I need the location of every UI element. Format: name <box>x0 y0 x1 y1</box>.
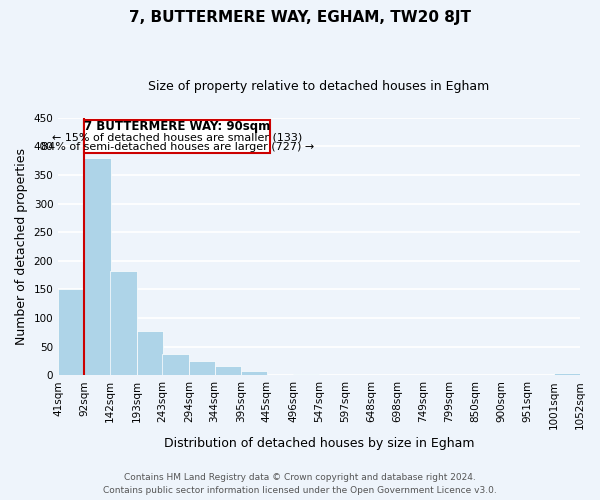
Bar <box>58 290 85 375</box>
Bar <box>215 366 241 375</box>
Title: Size of property relative to detached houses in Egham: Size of property relative to detached ho… <box>148 80 490 93</box>
Text: 84% of semi-detached houses are larger (727) →: 84% of semi-detached houses are larger (… <box>41 142 314 152</box>
Bar <box>110 270 137 375</box>
Y-axis label: Number of detached properties: Number of detached properties <box>15 148 28 345</box>
Bar <box>293 374 319 375</box>
Bar <box>241 371 267 375</box>
Text: 7, BUTTERMERE WAY, EGHAM, TW20 8JT: 7, BUTTERMERE WAY, EGHAM, TW20 8JT <box>129 10 471 25</box>
Bar <box>163 354 189 375</box>
Text: 7 BUTTERMERE WAY: 90sqm: 7 BUTTERMERE WAY: 90sqm <box>84 120 271 134</box>
Bar <box>554 373 580 375</box>
X-axis label: Distribution of detached houses by size in Egham: Distribution of detached houses by size … <box>164 437 475 450</box>
Text: ← 15% of detached houses are smaller (133): ← 15% of detached houses are smaller (13… <box>52 132 302 142</box>
Bar <box>137 330 163 375</box>
Text: Contains HM Land Registry data © Crown copyright and database right 2024.
Contai: Contains HM Land Registry data © Crown c… <box>103 474 497 495</box>
Bar <box>85 158 111 375</box>
FancyBboxPatch shape <box>85 120 271 153</box>
Bar <box>189 361 215 375</box>
